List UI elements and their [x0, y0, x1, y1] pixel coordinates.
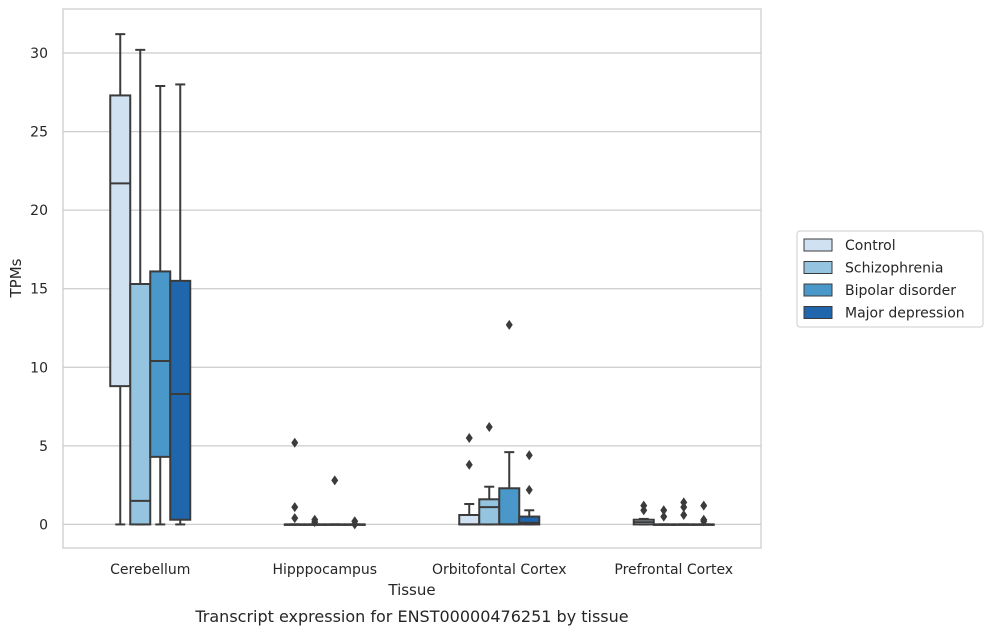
y-tick-label: 20	[30, 203, 48, 219]
outlier-point	[331, 475, 339, 486]
box-bipolar-disorder	[498, 319, 521, 526]
box-body	[498, 487, 521, 526]
box-schizophrenia	[478, 422, 501, 526]
box-schizophrenia	[129, 48, 152, 526]
outlier-point	[680, 502, 688, 513]
legend: Control Schizophrenia Bipolar disorder Majo…	[796, 230, 984, 328]
box-control	[109, 33, 132, 526]
outlier-point	[680, 510, 688, 520]
legend-swatch	[803, 261, 833, 274]
x-tick-label: Orbitofontal Cortex	[432, 562, 567, 578]
y-tick-labels: 0 5 10 15 20 25 30	[30, 46, 48, 533]
box-major-depression	[343, 516, 366, 530]
box-major-depression	[169, 83, 192, 526]
outlier-point	[351, 519, 359, 530]
legend-swatch	[803, 306, 833, 319]
outlier-point	[525, 484, 533, 495]
box-major-depression	[692, 500, 715, 527]
outlier-point	[291, 502, 299, 513]
legend-label: Major depression	[845, 306, 965, 322]
y-axis-label: TPMs	[7, 258, 25, 298]
legend-swatch	[803, 283, 833, 297]
box-control	[632, 500, 655, 526]
box-major-depression	[518, 450, 541, 526]
plot-frame	[62, 8, 762, 549]
outlier-point	[465, 459, 473, 470]
y-tick-label: 10	[30, 360, 48, 376]
y-tick-label: 30	[30, 46, 48, 62]
y-tick-label: 0	[39, 517, 48, 533]
outlier-point	[660, 511, 668, 522]
outlier-point	[291, 513, 299, 524]
box-bipolar-disorder	[672, 497, 695, 526]
outlier-point	[485, 422, 493, 432]
legend-label: Control	[845, 238, 896, 254]
y-tick-label: 5	[39, 439, 48, 455]
chart-caption: Transcript expression for ENST0000047625…	[194, 607, 628, 626]
box-bipolar-disorder	[149, 85, 172, 526]
box-body	[458, 514, 481, 526]
outlier-point	[700, 516, 708, 527]
legend-label: Bipolar disorder	[845, 283, 956, 299]
x-tick-label: Hipppocampus	[272, 562, 377, 578]
x-axis-label: Tissue	[387, 581, 435, 599]
outlier-point	[525, 450, 533, 461]
box-body	[109, 94, 132, 388]
outlier-point	[640, 505, 648, 516]
box-schizophrenia	[303, 514, 326, 528]
outlier-point	[505, 319, 513, 330]
y-tick-label: 25	[30, 125, 48, 141]
box-control	[283, 437, 306, 526]
x-tick-label: Cerebellum	[110, 562, 190, 578]
outlier-point	[465, 433, 473, 443]
legend-frame	[796, 230, 984, 328]
box-body	[149, 270, 172, 458]
box-groups	[109, 33, 715, 530]
box-body	[478, 498, 501, 526]
box-body	[129, 283, 152, 526]
x-tick-label: Prefrontal Cortex	[614, 562, 733, 578]
legend-label: Schizophrenia	[845, 261, 943, 277]
outlier-point	[700, 500, 708, 511]
box-body	[169, 279, 192, 521]
outlier-point	[311, 517, 319, 528]
legend-swatch	[803, 238, 833, 252]
box-control	[458, 433, 481, 526]
box-body	[518, 515, 541, 526]
y-tick-label: 15	[30, 282, 48, 298]
x-tick-labels: Cerebellum Hipppocampus Orbitofontal Corte…	[110, 562, 733, 578]
outlier-point	[660, 505, 668, 516]
outlier-point	[291, 437, 299, 448]
